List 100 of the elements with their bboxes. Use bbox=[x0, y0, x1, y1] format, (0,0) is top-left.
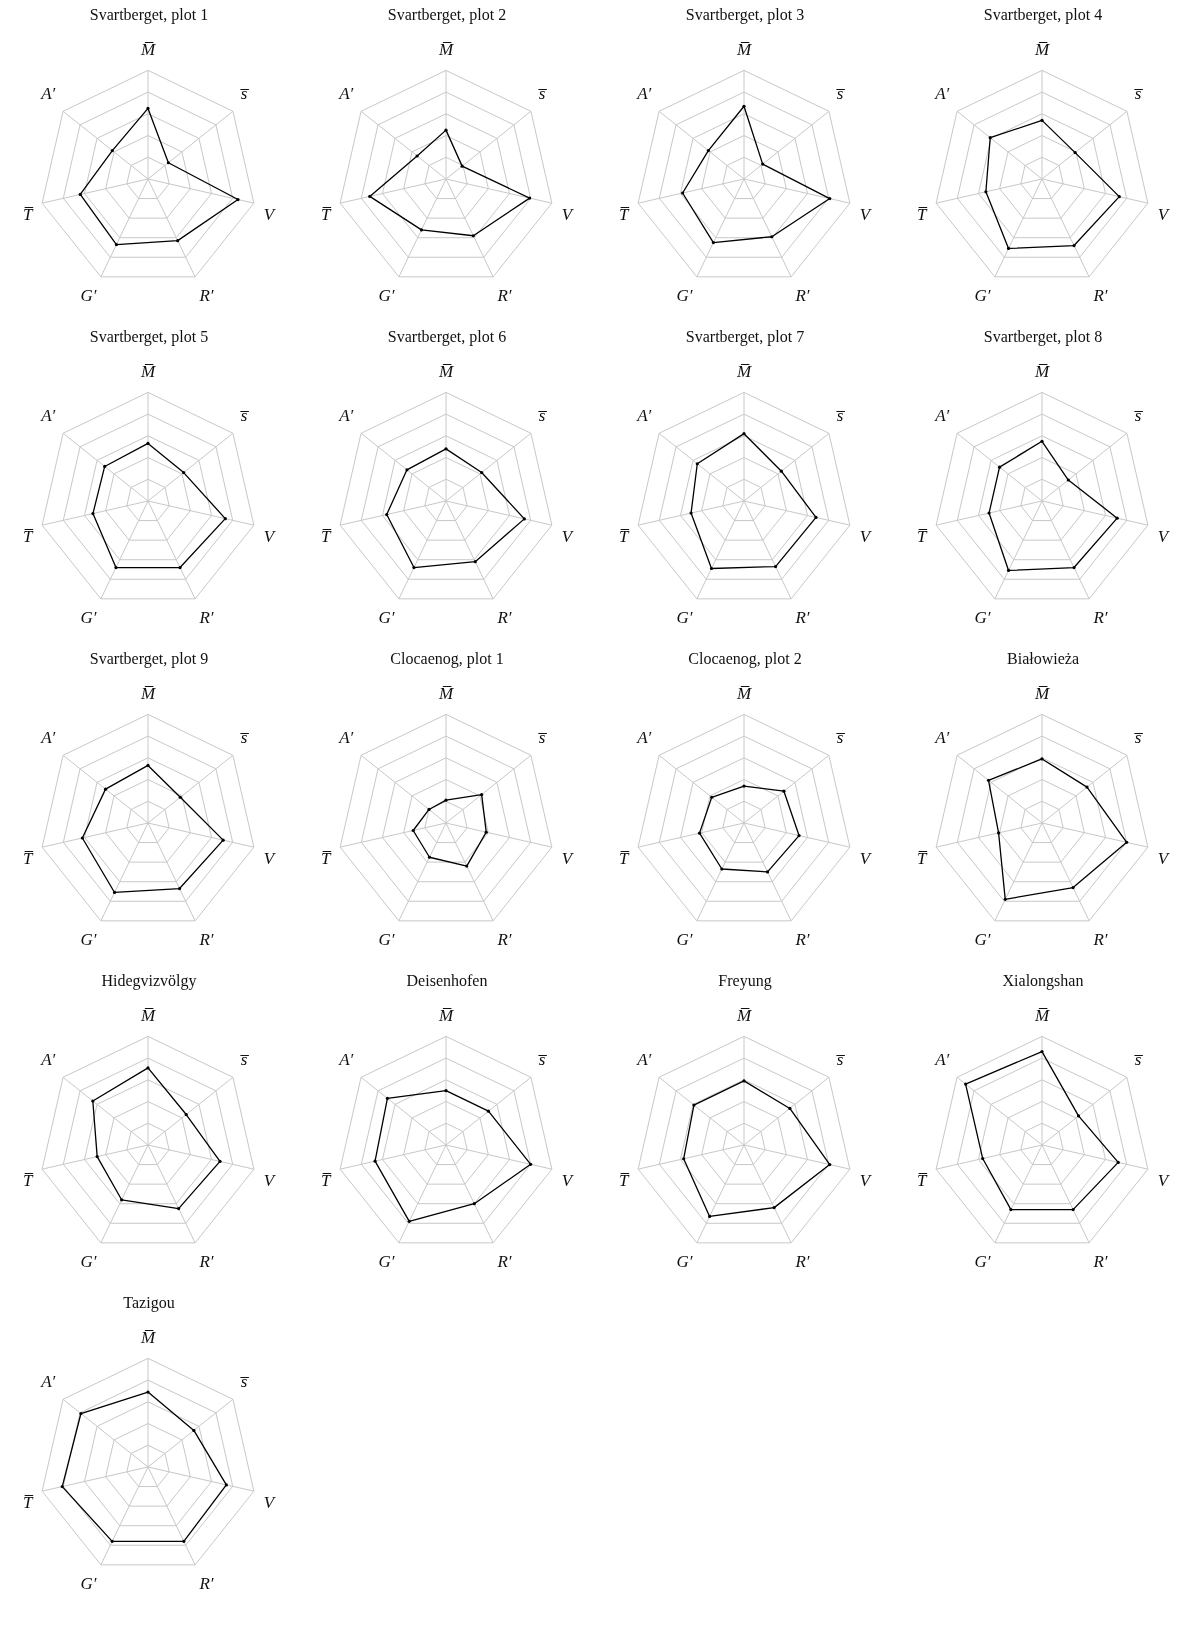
spoke-label: M̅ bbox=[437, 1005, 454, 1025]
spoke-label: s̅ bbox=[239, 1050, 250, 1070]
spoke-label: A′ bbox=[338, 406, 354, 426]
spoke-label: G′ bbox=[676, 1251, 693, 1271]
chart-title: Białowieża bbox=[1006, 649, 1080, 669]
spoke-label: T̅ bbox=[916, 1171, 928, 1191]
spoke-label: G′ bbox=[974, 607, 991, 627]
spoke-label: s̅ bbox=[835, 1050, 846, 1070]
spoke-label: A′ bbox=[934, 728, 950, 748]
spoke-label: M̅ bbox=[139, 1005, 156, 1025]
spoke-label: V bbox=[263, 1493, 277, 1513]
spoke-label: R′ bbox=[198, 1573, 214, 1593]
spoke-label: M̅ bbox=[735, 39, 752, 59]
spoke-label: V bbox=[561, 527, 575, 547]
chart-title: Clocaenog, plot 2 bbox=[687, 649, 803, 670]
spoke-label: G′ bbox=[676, 607, 693, 627]
spoke-label: V bbox=[1157, 849, 1171, 869]
spoke-label: V bbox=[263, 849, 277, 869]
chart-title: Clocaenog, plot 1 bbox=[389, 649, 505, 670]
spoke-label: s̅ bbox=[537, 728, 548, 748]
spoke-label: V bbox=[263, 205, 277, 225]
spoke-label: G′ bbox=[676, 285, 693, 305]
spoke-label: R′ bbox=[794, 607, 810, 627]
spoke-label: V bbox=[561, 1171, 575, 1191]
spoke-label: A′ bbox=[636, 1050, 652, 1070]
spoke-label: A′ bbox=[934, 406, 950, 426]
spoke-label: T̅ bbox=[22, 205, 34, 225]
spoke-label: A′ bbox=[636, 84, 652, 104]
spoke-label: V bbox=[263, 527, 277, 547]
spoke-label: s̅ bbox=[1133, 406, 1144, 426]
spoke-label: s̅ bbox=[239, 728, 250, 748]
chart-title: Svartberget, plot 1 bbox=[88, 5, 210, 26]
chart-title: Svartberget, plot 4 bbox=[982, 5, 1104, 26]
spoke-label: V bbox=[561, 205, 575, 225]
spoke-label: M̅ bbox=[1033, 361, 1050, 381]
spoke-label: G′ bbox=[974, 285, 991, 305]
spoke-label: A′ bbox=[338, 1050, 354, 1070]
spoke-label: G′ bbox=[378, 607, 395, 627]
spoke-label: T̅ bbox=[916, 849, 928, 869]
spoke-label: M̅ bbox=[1033, 683, 1050, 703]
spoke-label: A′ bbox=[934, 1050, 950, 1070]
spoke-label: T̅ bbox=[916, 527, 928, 547]
spoke-label: G′ bbox=[80, 1251, 97, 1271]
spoke-label: G′ bbox=[974, 929, 991, 949]
spoke-label: s̅ bbox=[537, 406, 548, 426]
chart-title: Svartberget, plot 9 bbox=[88, 649, 210, 670]
spoke-label: R′ bbox=[1092, 1251, 1108, 1271]
chart-title: Deisenhofen bbox=[405, 971, 489, 991]
spoke-label: A′ bbox=[40, 1050, 56, 1070]
chart-title: Svartberget, plot 6 bbox=[386, 327, 508, 348]
spoke-label: T̅ bbox=[618, 1171, 630, 1191]
chart-title: Svartberget, plot 3 bbox=[684, 5, 806, 26]
spoke-label: V bbox=[859, 849, 873, 869]
spoke-label: M̅ bbox=[139, 683, 156, 703]
spoke-label: s̅ bbox=[239, 1372, 250, 1392]
spoke-label: G′ bbox=[378, 929, 395, 949]
spoke-label: R′ bbox=[496, 1251, 512, 1271]
spoke-label: R′ bbox=[794, 1251, 810, 1271]
spoke-label: G′ bbox=[378, 285, 395, 305]
spoke-label: R′ bbox=[1092, 285, 1108, 305]
chart-title: Svartberget, plot 7 bbox=[684, 327, 806, 348]
spoke-label: R′ bbox=[198, 929, 214, 949]
spoke-label: V bbox=[561, 849, 575, 869]
spoke-label: V bbox=[859, 205, 873, 225]
spoke-label: R′ bbox=[1092, 607, 1108, 627]
spoke-label: s̅ bbox=[835, 84, 846, 104]
spoke-label: G′ bbox=[80, 285, 97, 305]
spoke-label: A′ bbox=[934, 84, 950, 104]
spoke-label: s̅ bbox=[1133, 1050, 1144, 1070]
spoke-label: G′ bbox=[378, 1251, 395, 1271]
spoke-label: R′ bbox=[794, 285, 810, 305]
spoke-label: G′ bbox=[80, 1573, 97, 1593]
spoke-label: T̅ bbox=[22, 849, 34, 869]
spoke-label: s̅ bbox=[1133, 84, 1144, 104]
chart-title: Svartberget, plot 8 bbox=[982, 327, 1104, 348]
chart-title: Svartberget, plot 5 bbox=[88, 327, 210, 348]
spoke-label: M̅ bbox=[437, 361, 454, 381]
spoke-label: M̅ bbox=[139, 39, 156, 59]
spoke-label: A′ bbox=[636, 728, 652, 748]
chart-title: Xialongshan bbox=[1001, 971, 1085, 992]
spoke-label: A′ bbox=[40, 84, 56, 104]
spoke-label: T̅ bbox=[618, 527, 630, 547]
spoke-label: R′ bbox=[198, 607, 214, 627]
spoke-label: M̅ bbox=[735, 361, 752, 381]
spoke-label: V bbox=[263, 1171, 277, 1191]
spoke-label: V bbox=[1157, 205, 1171, 225]
spoke-label: R′ bbox=[496, 285, 512, 305]
spoke-label: M̅ bbox=[1033, 1005, 1050, 1025]
spoke-label: T̅ bbox=[320, 527, 332, 547]
spoke-label: T̅ bbox=[618, 205, 630, 225]
spoke-label: s̅ bbox=[537, 84, 548, 104]
spoke-label: T̅ bbox=[22, 1493, 34, 1513]
spoke-label: A′ bbox=[636, 406, 652, 426]
spoke-label: s̅ bbox=[239, 406, 250, 426]
spoke-label: V bbox=[1157, 1171, 1171, 1191]
spoke-label: R′ bbox=[1092, 929, 1108, 949]
spoke-label: T̅ bbox=[618, 849, 630, 869]
spoke-label: s̅ bbox=[537, 1050, 548, 1070]
spoke-label: V bbox=[1157, 527, 1171, 547]
spoke-label: T̅ bbox=[916, 205, 928, 225]
